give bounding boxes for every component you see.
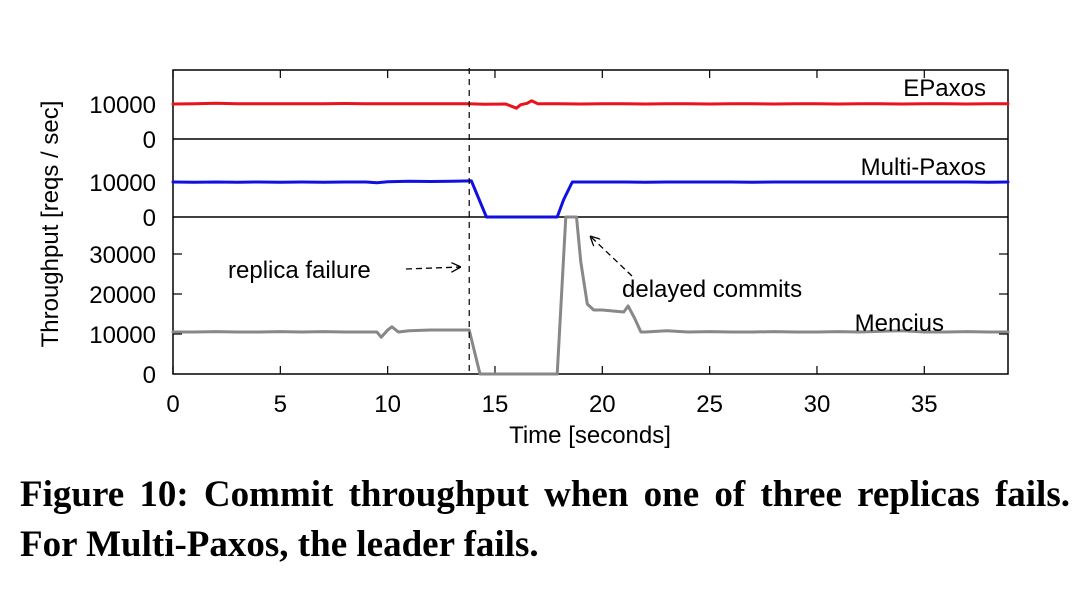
series-label-multi-paxos: Multi-Paxos (861, 154, 986, 181)
x-tick-label: 20 (589, 391, 616, 418)
series-line-multi-paxos (171, 179, 1010, 219)
annotation-replica-failure: replica failure (228, 257, 371, 284)
x-tick-label: 15 (482, 391, 509, 418)
x-tick-label: 30 (804, 391, 831, 418)
y-tick-label: 0 (143, 127, 156, 154)
x-tick-label: 10 (374, 391, 401, 418)
x-tick-label: 25 (696, 391, 723, 418)
throughput-chart: 0 5 10 15 20 25 30 35 0 10000 0 10000 0 10000 20000 300… (37, 68, 1010, 449)
y-tick-label: 30000 (89, 242, 156, 269)
y-tick-label: 20000 (89, 282, 156, 309)
y-tick-label: 10000 (89, 170, 156, 197)
x-tick-label: 5 (274, 391, 287, 418)
replica-failure-arrow (405, 267, 461, 269)
annotation-delayed-commits: delayed commits (622, 276, 802, 303)
tick-labels: 0 5 10 15 20 25 30 35 0 10000 0 10000 0 10000 20000 300… (89, 92, 937, 418)
x-tick-label: 35 (911, 391, 938, 418)
y-tick-label: 0 (143, 205, 156, 232)
series-lines (171, 99, 1010, 376)
x-axis-title: Time [seconds] (509, 422, 671, 449)
series-line-mencius (171, 215, 1010, 376)
y-tick-label: 10000 (89, 322, 156, 349)
plot-frame (172, 69, 1009, 375)
series-label-epaxos: EPaxos (903, 75, 986, 102)
plot-border (172, 69, 1009, 375)
series-label-mencius: Mencius (855, 310, 944, 337)
series-line-epaxos (171, 99, 1010, 110)
y-axis-title: Throughput [reqs / sec] (37, 101, 64, 348)
x-tick-label: 0 (166, 391, 179, 418)
y-tick-label: 10000 (89, 92, 156, 119)
y-tick-label: 0 (143, 362, 156, 389)
delayed-commits-arrow (590, 236, 633, 277)
figure-caption: Figure 10: Commit throughput when one of… (20, 474, 1070, 565)
